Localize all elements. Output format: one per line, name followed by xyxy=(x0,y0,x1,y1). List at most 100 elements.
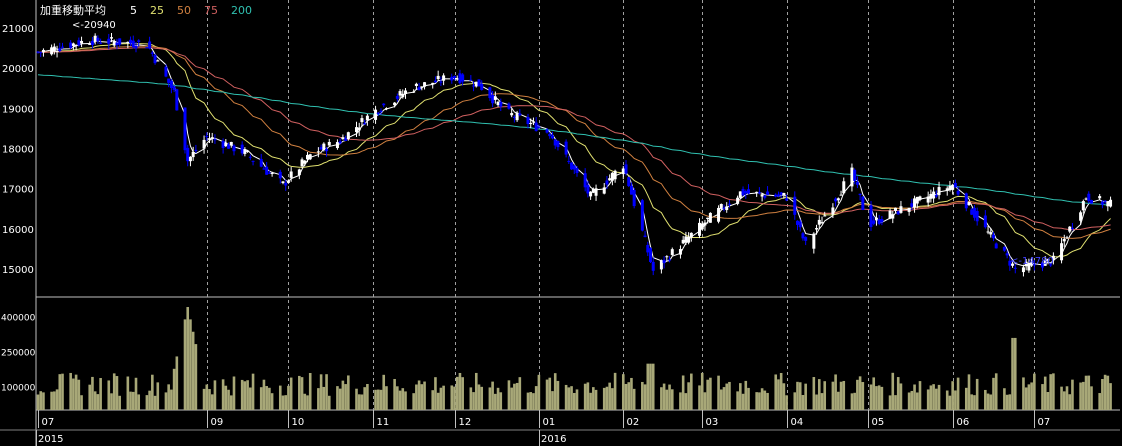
volume-bar xyxy=(145,395,149,410)
volume-bar xyxy=(611,388,614,410)
ma-line-50 xyxy=(38,45,1111,239)
volume-bar xyxy=(507,380,511,410)
candle-body xyxy=(823,215,827,217)
candle-body xyxy=(776,194,780,197)
volume-bar xyxy=(42,392,45,410)
candle-body xyxy=(439,81,443,83)
candle-body xyxy=(1046,258,1050,261)
candle-body xyxy=(491,95,495,104)
candle-body xyxy=(570,162,574,170)
candle-body xyxy=(1043,260,1047,266)
candle-body xyxy=(1024,261,1028,267)
candle-body xyxy=(499,101,503,107)
volume-bar xyxy=(670,389,674,410)
volume-bar xyxy=(641,381,644,410)
volume-bar xyxy=(1027,384,1031,410)
volume-bar xyxy=(725,383,729,410)
volume-bar xyxy=(1103,374,1107,410)
candle-body xyxy=(815,228,819,230)
volume-bar xyxy=(1079,382,1082,410)
candle-body xyxy=(880,219,884,223)
candle-body xyxy=(531,121,535,123)
volume-bar xyxy=(96,394,100,410)
candlestick-layer xyxy=(36,32,1113,277)
volume-bar xyxy=(646,363,650,410)
candle-body xyxy=(118,38,122,45)
volume-bar xyxy=(374,389,377,410)
volume-bar xyxy=(891,372,895,410)
candle-body xyxy=(937,187,941,196)
candle-body xyxy=(357,127,361,131)
candle-body xyxy=(1081,201,1085,211)
volume-bar xyxy=(1005,394,1009,410)
price-tick-label: 20000 xyxy=(2,64,34,75)
candle-body xyxy=(964,193,968,209)
volume-bar xyxy=(80,395,83,410)
volume-bar xyxy=(1030,382,1033,410)
volume-bar xyxy=(956,377,960,410)
volume-bar xyxy=(1098,393,1101,410)
candle-body xyxy=(989,232,993,235)
candle-body xyxy=(270,173,274,175)
volume-bar xyxy=(431,390,435,410)
candle-body xyxy=(169,80,173,88)
volume-bar xyxy=(1033,373,1036,410)
volume-bar xyxy=(494,393,497,410)
candle-body xyxy=(96,37,100,42)
candle-body xyxy=(186,147,190,162)
candle-body xyxy=(586,185,590,194)
candle-body xyxy=(442,75,446,81)
candle-body xyxy=(325,148,329,152)
candle-body xyxy=(553,139,557,146)
volume-bar xyxy=(112,373,116,410)
volume-bar xyxy=(815,394,818,410)
volume-bar xyxy=(572,392,576,410)
candle-body xyxy=(548,133,552,137)
volume-bar xyxy=(877,385,881,410)
volume-bar xyxy=(758,392,761,410)
volume-bar xyxy=(583,383,587,410)
volume-bar xyxy=(804,383,807,410)
candle-body xyxy=(1027,262,1031,271)
candle-body xyxy=(246,150,250,152)
candle-body xyxy=(910,203,914,207)
candle-body xyxy=(1049,264,1053,266)
volume-bar xyxy=(278,385,282,410)
volume-bar xyxy=(53,391,56,410)
volume-bar xyxy=(690,373,693,410)
volume-bar xyxy=(167,384,170,410)
candle-body xyxy=(986,231,990,233)
candle-body xyxy=(229,141,233,146)
volume-layer xyxy=(36,307,1112,410)
volume-bar xyxy=(129,391,132,410)
volume-bar xyxy=(347,375,350,410)
candle-body xyxy=(395,96,399,99)
candle-body xyxy=(251,160,255,162)
volume-bar xyxy=(289,377,293,410)
volume-bar xyxy=(681,375,685,410)
volume-bar xyxy=(592,387,595,410)
volume-bar xyxy=(567,387,571,410)
ma-line-25 xyxy=(38,42,1111,258)
ma-line-5 xyxy=(37,40,1111,267)
volume-bar xyxy=(545,379,549,410)
volume-bar xyxy=(415,384,418,410)
month-tick-label: 02 xyxy=(627,417,640,428)
candle-body xyxy=(684,236,688,243)
volume-bar xyxy=(205,384,209,410)
volume-bar xyxy=(643,384,647,410)
volume-bar xyxy=(412,393,415,410)
volume-bar xyxy=(36,394,40,410)
candle-body xyxy=(493,96,497,100)
volume-bar xyxy=(665,389,669,410)
candle-body xyxy=(278,171,282,179)
ma-line-75 xyxy=(38,47,1111,231)
volume-bar xyxy=(798,382,802,410)
volume-bar xyxy=(1008,394,1012,410)
month-tick-label: 07 xyxy=(42,417,55,428)
candle-body xyxy=(877,219,881,224)
candle-body xyxy=(1032,264,1036,266)
candle-body xyxy=(564,141,568,155)
volume-bar xyxy=(937,384,941,410)
candle-body xyxy=(1002,246,1006,251)
